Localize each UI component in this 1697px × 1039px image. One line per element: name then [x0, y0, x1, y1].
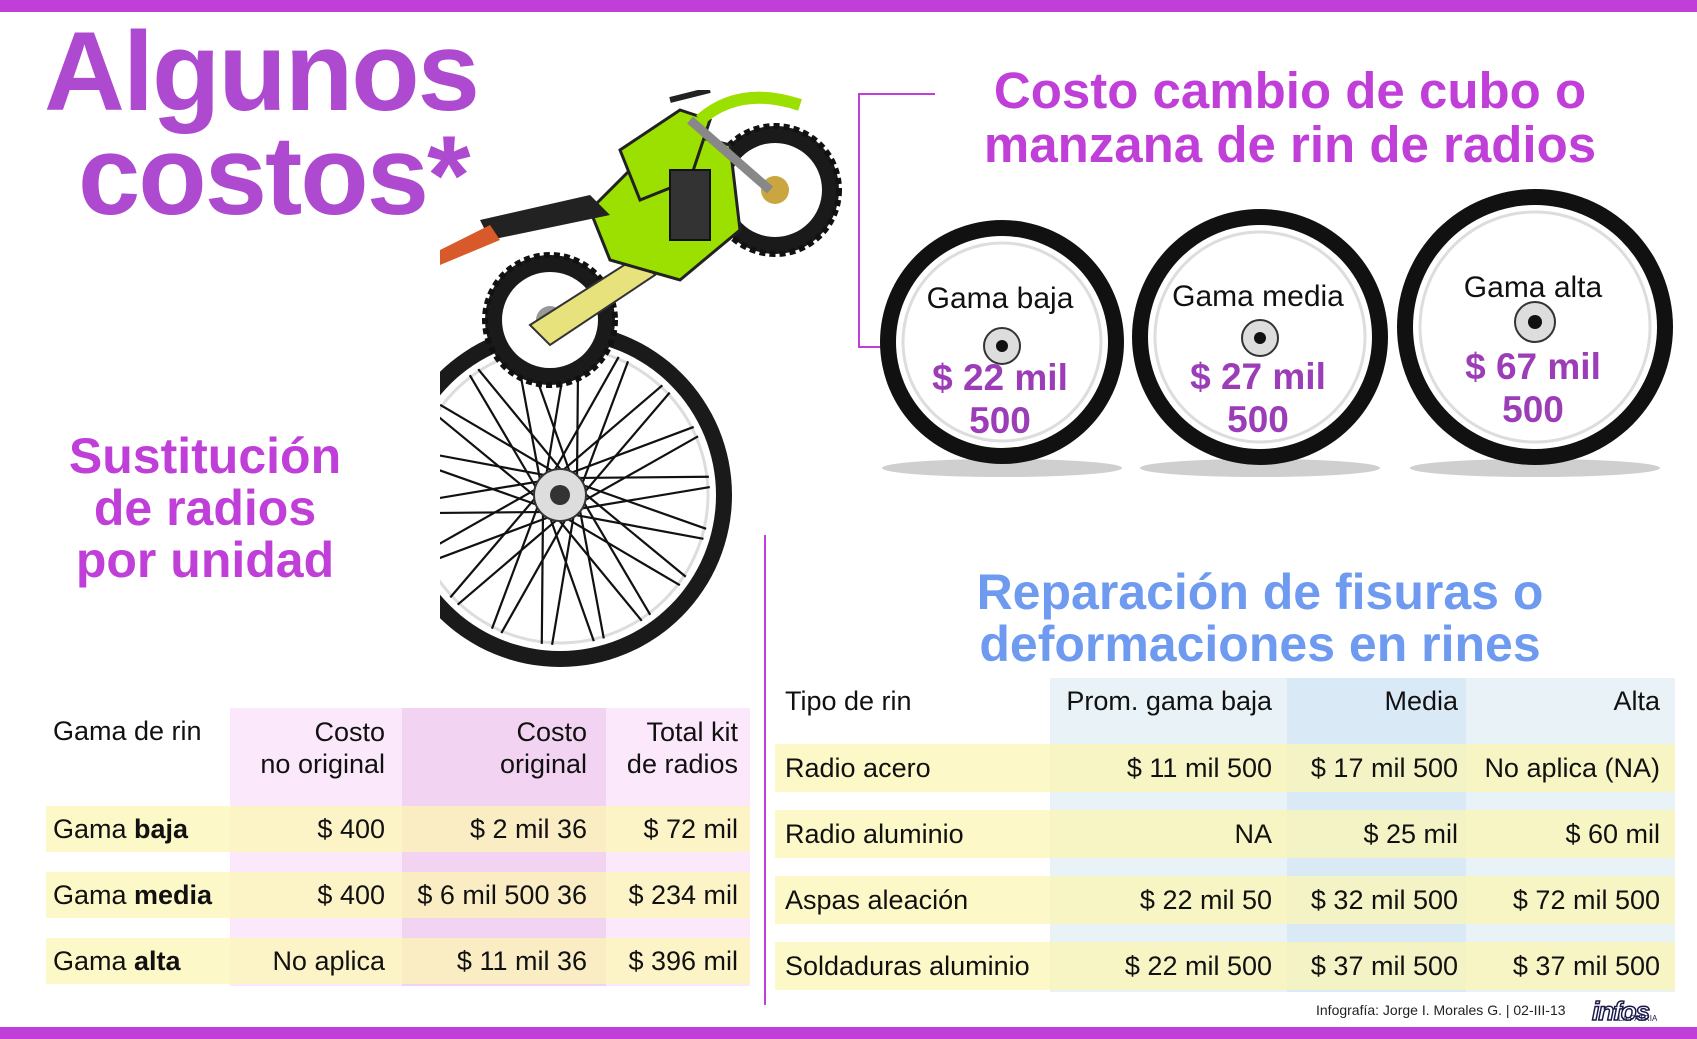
spokes-header-original-2: original	[499, 749, 587, 779]
main-title-line1: Algunos	[44, 9, 480, 134]
spokes-header-gama: Gama de rin	[53, 716, 202, 746]
table-cell-alta: No aplica (NA)	[1484, 753, 1660, 783]
table-cell-baja: NA	[1234, 819, 1272, 849]
repair-header-baja: Prom. gama baja	[1066, 686, 1272, 716]
repair-title-line2: deformaciones en rines	[979, 616, 1541, 672]
row-band-3	[46, 938, 750, 984]
top-border-bar	[0, 0, 1697, 12]
table-cell-original: $ 11 mil 36	[456, 946, 587, 976]
large-wheel-icon	[440, 323, 732, 667]
table-cell-baja: $ 22 mil 50	[1139, 885, 1272, 915]
row-band-1	[775, 744, 1675, 792]
wheel-low-icon	[880, 220, 1124, 477]
row-band-2	[46, 872, 750, 918]
wheel-mid-icon	[1132, 209, 1388, 477]
table-cell-tipo: Aspas aleación	[785, 885, 969, 915]
spokes-title-line1: Sustitución	[68, 428, 342, 484]
table-cell-baja: $ 11 mil 500	[1126, 753, 1272, 783]
table-cell-kit: $ 234 mil	[628, 880, 738, 910]
table-cell-media: $ 17 mil 500	[1310, 753, 1458, 783]
wheel-mid-price: $ 27 mil 500	[1148, 355, 1368, 441]
table-cell-media: $ 37 mil 500	[1310, 951, 1458, 981]
repair-header-media: Media	[1384, 686, 1458, 716]
spokes-header-original-1: Costo	[516, 717, 587, 747]
row-band-1	[46, 806, 750, 852]
spokes-header-no-original-1: Costo	[314, 717, 385, 747]
table-cell-media: $ 25 mil	[1363, 819, 1458, 849]
row-band-3	[775, 876, 1675, 924]
table-cell-original: $ 6 mil 500 36	[417, 880, 587, 910]
spokes-title-line2: de radios	[93, 480, 317, 536]
gama-strong: baja	[134, 814, 189, 844]
table-row-gama: Gama baja	[53, 814, 188, 845]
wheel-mid-price-line1: $ 27 mil	[1190, 356, 1326, 397]
hub-wheels	[880, 189, 1673, 477]
table-cell-alta: $ 37 mil 500	[1512, 951, 1660, 981]
table-cell-baja: $ 22 mil 500	[1124, 951, 1272, 981]
footer-credit: Infografía: Jorge I. Morales G. | 02-III…	[1316, 1002, 1566, 1018]
table-row-gama: Gama media	[53, 880, 212, 911]
spokes-header-no-original: Costo no original	[230, 716, 385, 780]
spokes-header-kit-1: Total kit	[646, 717, 738, 747]
repair-title-line1: Reparación de fisuras o	[976, 564, 1544, 620]
front-wheel-icon	[708, 123, 842, 257]
wheel-low-label: Gama baja	[926, 282, 1074, 315]
spokes-header-kit-2: de radios	[626, 749, 738, 779]
table-cell-no-original: $ 400	[317, 814, 385, 844]
wheel-high-price-line2: 500	[1502, 389, 1564, 430]
wheel-high-price: $ 67 mil 500	[1423, 345, 1643, 431]
gama-strong: media	[134, 880, 213, 910]
section-divider	[764, 535, 766, 1005]
wheel-high-label: Gama alta	[1463, 271, 1603, 304]
infos-logo: infos	[1591, 995, 1651, 1027]
table-cell-tipo: Radio aluminio	[785, 819, 964, 849]
wheel-low-price-line2: 500	[969, 400, 1031, 441]
hub-title-line2: manzana de rin de radios	[983, 116, 1597, 173]
table-cell-tipo: Soldaduras aluminio	[785, 951, 1030, 981]
gama-strong: alta	[134, 946, 181, 976]
main-title-line2: costos*	[78, 113, 471, 238]
repair-header-alta: Alta	[1613, 686, 1660, 716]
gama-prefix: Gama	[53, 946, 135, 976]
wheel-high-icon	[1397, 189, 1673, 477]
hub-title-line1: Costo cambio de cubo o	[993, 62, 1587, 119]
table-cell-no-original: No aplica	[272, 946, 385, 976]
spokes-header-no-original-2: no original	[260, 749, 385, 779]
bottom-border-bar	[0, 1027, 1697, 1039]
table-row-gama: Gama alta	[53, 946, 181, 977]
motorcycle-illustration	[440, 90, 842, 667]
wheel-mid-label: Gama media	[1172, 280, 1344, 313]
spokes-header-kit: Total kit de radios	[606, 716, 738, 780]
wheel-high-price-line1: $ 67 mil	[1465, 346, 1601, 387]
repair-section-title: Reparación de fisuras o deformaciones en…	[860, 566, 1660, 670]
spokes-title-line3: por unidad	[75, 532, 335, 588]
gama-prefix: Gama	[53, 880, 135, 910]
row-band-4	[775, 942, 1675, 990]
table-cell-tipo: Radio acero	[785, 753, 931, 783]
wheel-low-price: $ 22 mil 500	[890, 356, 1110, 442]
hub-section-title: Costo cambio de cubo o manzana de rin de…	[900, 64, 1680, 172]
spokes-header-original: Costo original	[402, 716, 587, 780]
row-band-2	[775, 810, 1675, 858]
wheel-low-price-line1: $ 22 mil	[932, 357, 1068, 398]
spokes-section-title: Sustitución de radios por unidad	[30, 430, 380, 586]
table-cell-kit: $ 396 mil	[628, 946, 738, 976]
table-cell-no-original: $ 400	[317, 880, 385, 910]
table-cell-alta: $ 60 mil	[1565, 819, 1660, 849]
table-cell-original: $ 2 mil 36	[469, 814, 587, 844]
wheel-mid-price-line2: 500	[1227, 399, 1289, 440]
main-title: Algunos costos*	[44, 9, 604, 238]
repair-header-tipo: Tipo de rin	[785, 686, 912, 716]
infos-logo-subtitle: LA PATRIA	[1618, 1014, 1658, 1023]
table-cell-kit: $ 72 mil	[643, 814, 738, 844]
table-cell-media: $ 32 mil 500	[1310, 885, 1458, 915]
gama-prefix: Gama	[53, 814, 135, 844]
table-cell-alta: $ 72 mil 500	[1512, 885, 1660, 915]
